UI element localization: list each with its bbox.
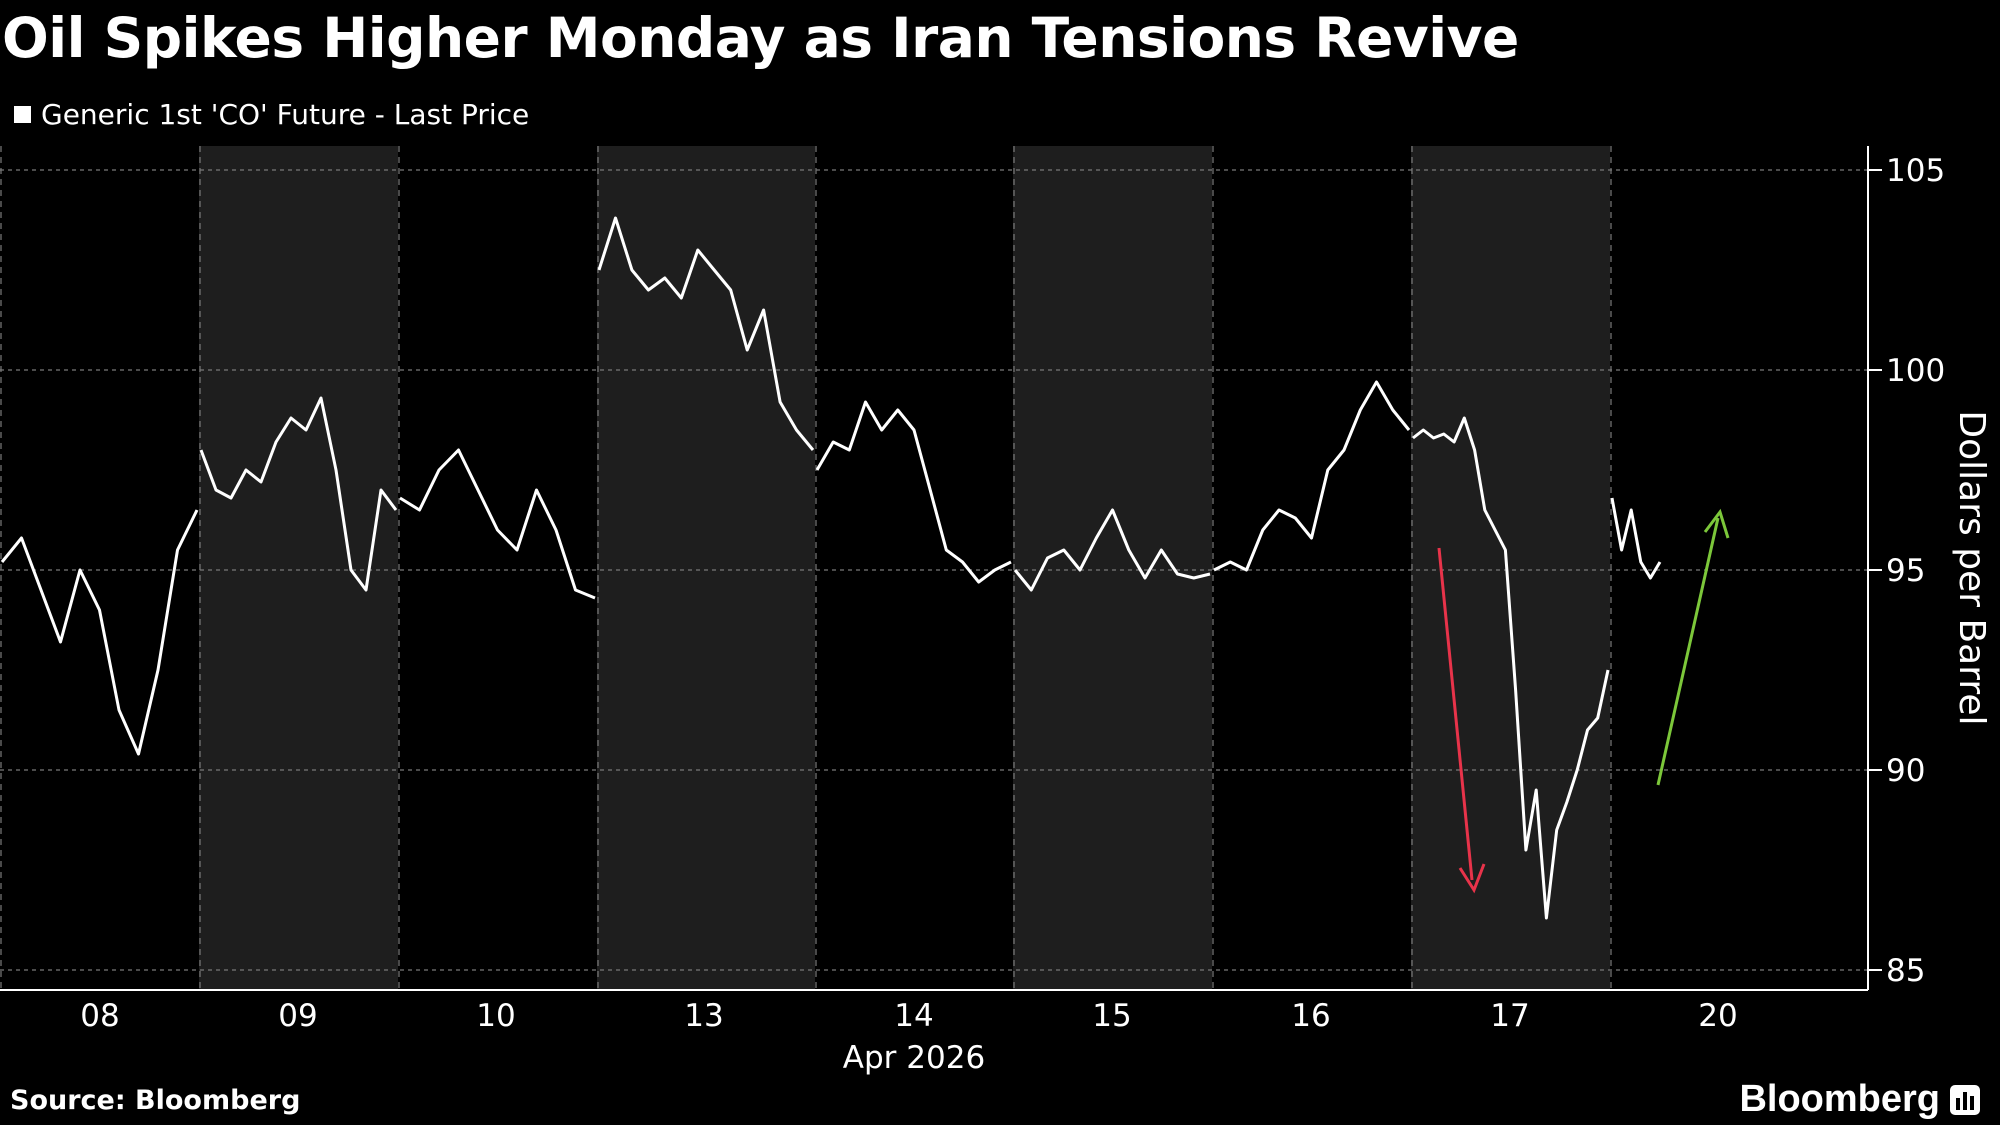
- up-arrow-shaft: [1656, 517, 1720, 786]
- line-layer: [0, 216, 1662, 920]
- series-segment-08: [0, 509, 199, 756]
- y-tick-label-105: 105: [1886, 153, 1945, 189]
- up-arrow-head: [1703, 508, 1730, 539]
- series-segment-09: [199, 396, 398, 592]
- series-segment-17: [1412, 416, 1610, 920]
- shaded-day-15: [1013, 146, 1212, 990]
- x-tick-label-14: 14: [894, 998, 933, 1034]
- series-segment-15: [1013, 508, 1211, 592]
- bloomberg-icon: [1950, 1084, 1980, 1115]
- source-note: Source: Bloomberg: [10, 1085, 301, 1116]
- series-segment-16: [1213, 380, 1411, 572]
- x-tick-label-10: 10: [476, 998, 515, 1034]
- shaded-day-09: [199, 146, 398, 990]
- y-tick-label-85: 85: [1886, 953, 1925, 989]
- series-segment-14: [815, 400, 1012, 584]
- x-tick-label-08: 08: [80, 998, 119, 1034]
- x-tick-label-16: 16: [1291, 998, 1330, 1034]
- shade-layer: [199, 146, 1610, 990]
- shaded-day-13: [597, 146, 815, 990]
- axis-layer: 85 90 95 100 105 08 09 10 13 14 15 16 17 20 Apr 2026 Do…: [0, 146, 1992, 1076]
- chart-title: Oil Spikes Higher Monday as Iran Tension…: [2, 6, 1519, 70]
- x-tick-label-20: 20: [1698, 998, 1737, 1034]
- x-tick-label-17: 17: [1490, 998, 1529, 1034]
- series-segment-20: [1610, 497, 1662, 580]
- brand-logo: Bloomberg: [1739, 1078, 1980, 1121]
- y-tick-label-100: 100: [1886, 353, 1945, 389]
- x-tick-label-15: 15: [1092, 998, 1131, 1034]
- legend-swatch: [14, 106, 31, 123]
- y-axis-label: Dollars per Barrel: [1951, 410, 1992, 725]
- arrow-layer: [1437, 508, 1730, 894]
- legend-label: Generic 1st 'CO' Future - Last Price: [41, 98, 530, 131]
- down-arrow-head: [1458, 863, 1486, 894]
- shaded-day-17: [1411, 146, 1610, 990]
- y-tick-label-90: 90: [1886, 753, 1925, 789]
- x-month-label: Apr 2026: [843, 1040, 985, 1076]
- brand-name: Bloomberg: [1739, 1078, 1940, 1120]
- series-segment-10: [399, 448, 596, 600]
- down-arrow-shaft: [1437, 547, 1474, 881]
- legend: Generic 1st 'CO' Future - Last Price: [14, 98, 529, 131]
- x-tick-label-13: 13: [684, 998, 723, 1034]
- y-tick-label-95: 95: [1886, 553, 1925, 589]
- series-segment-13: [597, 216, 815, 451]
- x-tick-label-09: 09: [278, 998, 317, 1034]
- grid-layer: [0, 146, 1868, 990]
